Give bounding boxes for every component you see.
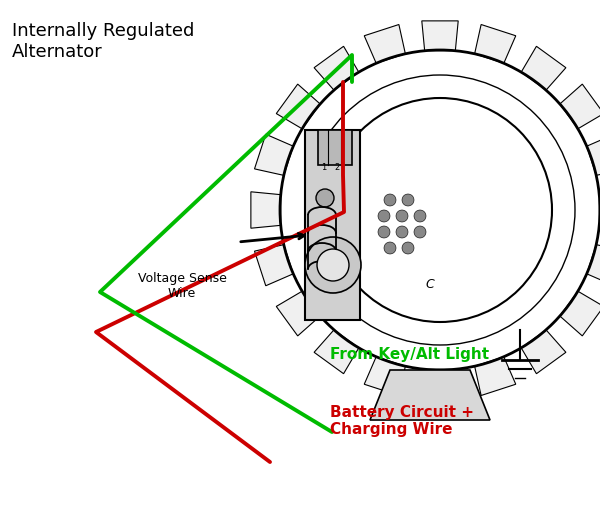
Text: From Key/Alt Light: From Key/Alt Light [330,348,489,363]
Polygon shape [305,130,360,320]
Polygon shape [475,24,516,63]
Circle shape [396,210,408,222]
Circle shape [396,226,408,238]
Polygon shape [599,192,600,228]
Polygon shape [521,330,566,374]
Circle shape [414,210,426,222]
Polygon shape [314,330,359,374]
Polygon shape [254,245,293,286]
Polygon shape [560,84,600,129]
Text: Internally Regulated
Alternator: Internally Regulated Alternator [12,22,194,61]
Circle shape [384,242,396,254]
Circle shape [402,194,414,206]
Circle shape [305,237,361,293]
Circle shape [317,249,349,281]
Polygon shape [560,291,600,336]
Circle shape [316,189,334,207]
Polygon shape [251,192,281,228]
Text: Battery Circuit +
Charging Wire: Battery Circuit + Charging Wire [330,405,474,438]
Polygon shape [587,245,600,286]
Polygon shape [475,357,516,395]
Polygon shape [364,357,406,395]
Polygon shape [318,130,352,165]
Polygon shape [422,21,458,51]
Circle shape [384,194,396,206]
Polygon shape [364,24,406,63]
Text: Voltage Sense
Wire: Voltage Sense Wire [137,272,226,300]
Text: C: C [425,279,434,292]
Text: 1: 1 [321,163,326,172]
Circle shape [402,242,414,254]
Polygon shape [370,370,490,420]
Polygon shape [276,84,320,129]
Polygon shape [422,369,458,399]
Polygon shape [587,134,600,176]
Polygon shape [276,291,320,336]
Circle shape [378,210,390,222]
Circle shape [414,226,426,238]
Polygon shape [314,46,359,90]
Text: 2: 2 [334,163,339,172]
Circle shape [378,226,390,238]
Polygon shape [254,134,293,176]
Polygon shape [521,46,566,90]
